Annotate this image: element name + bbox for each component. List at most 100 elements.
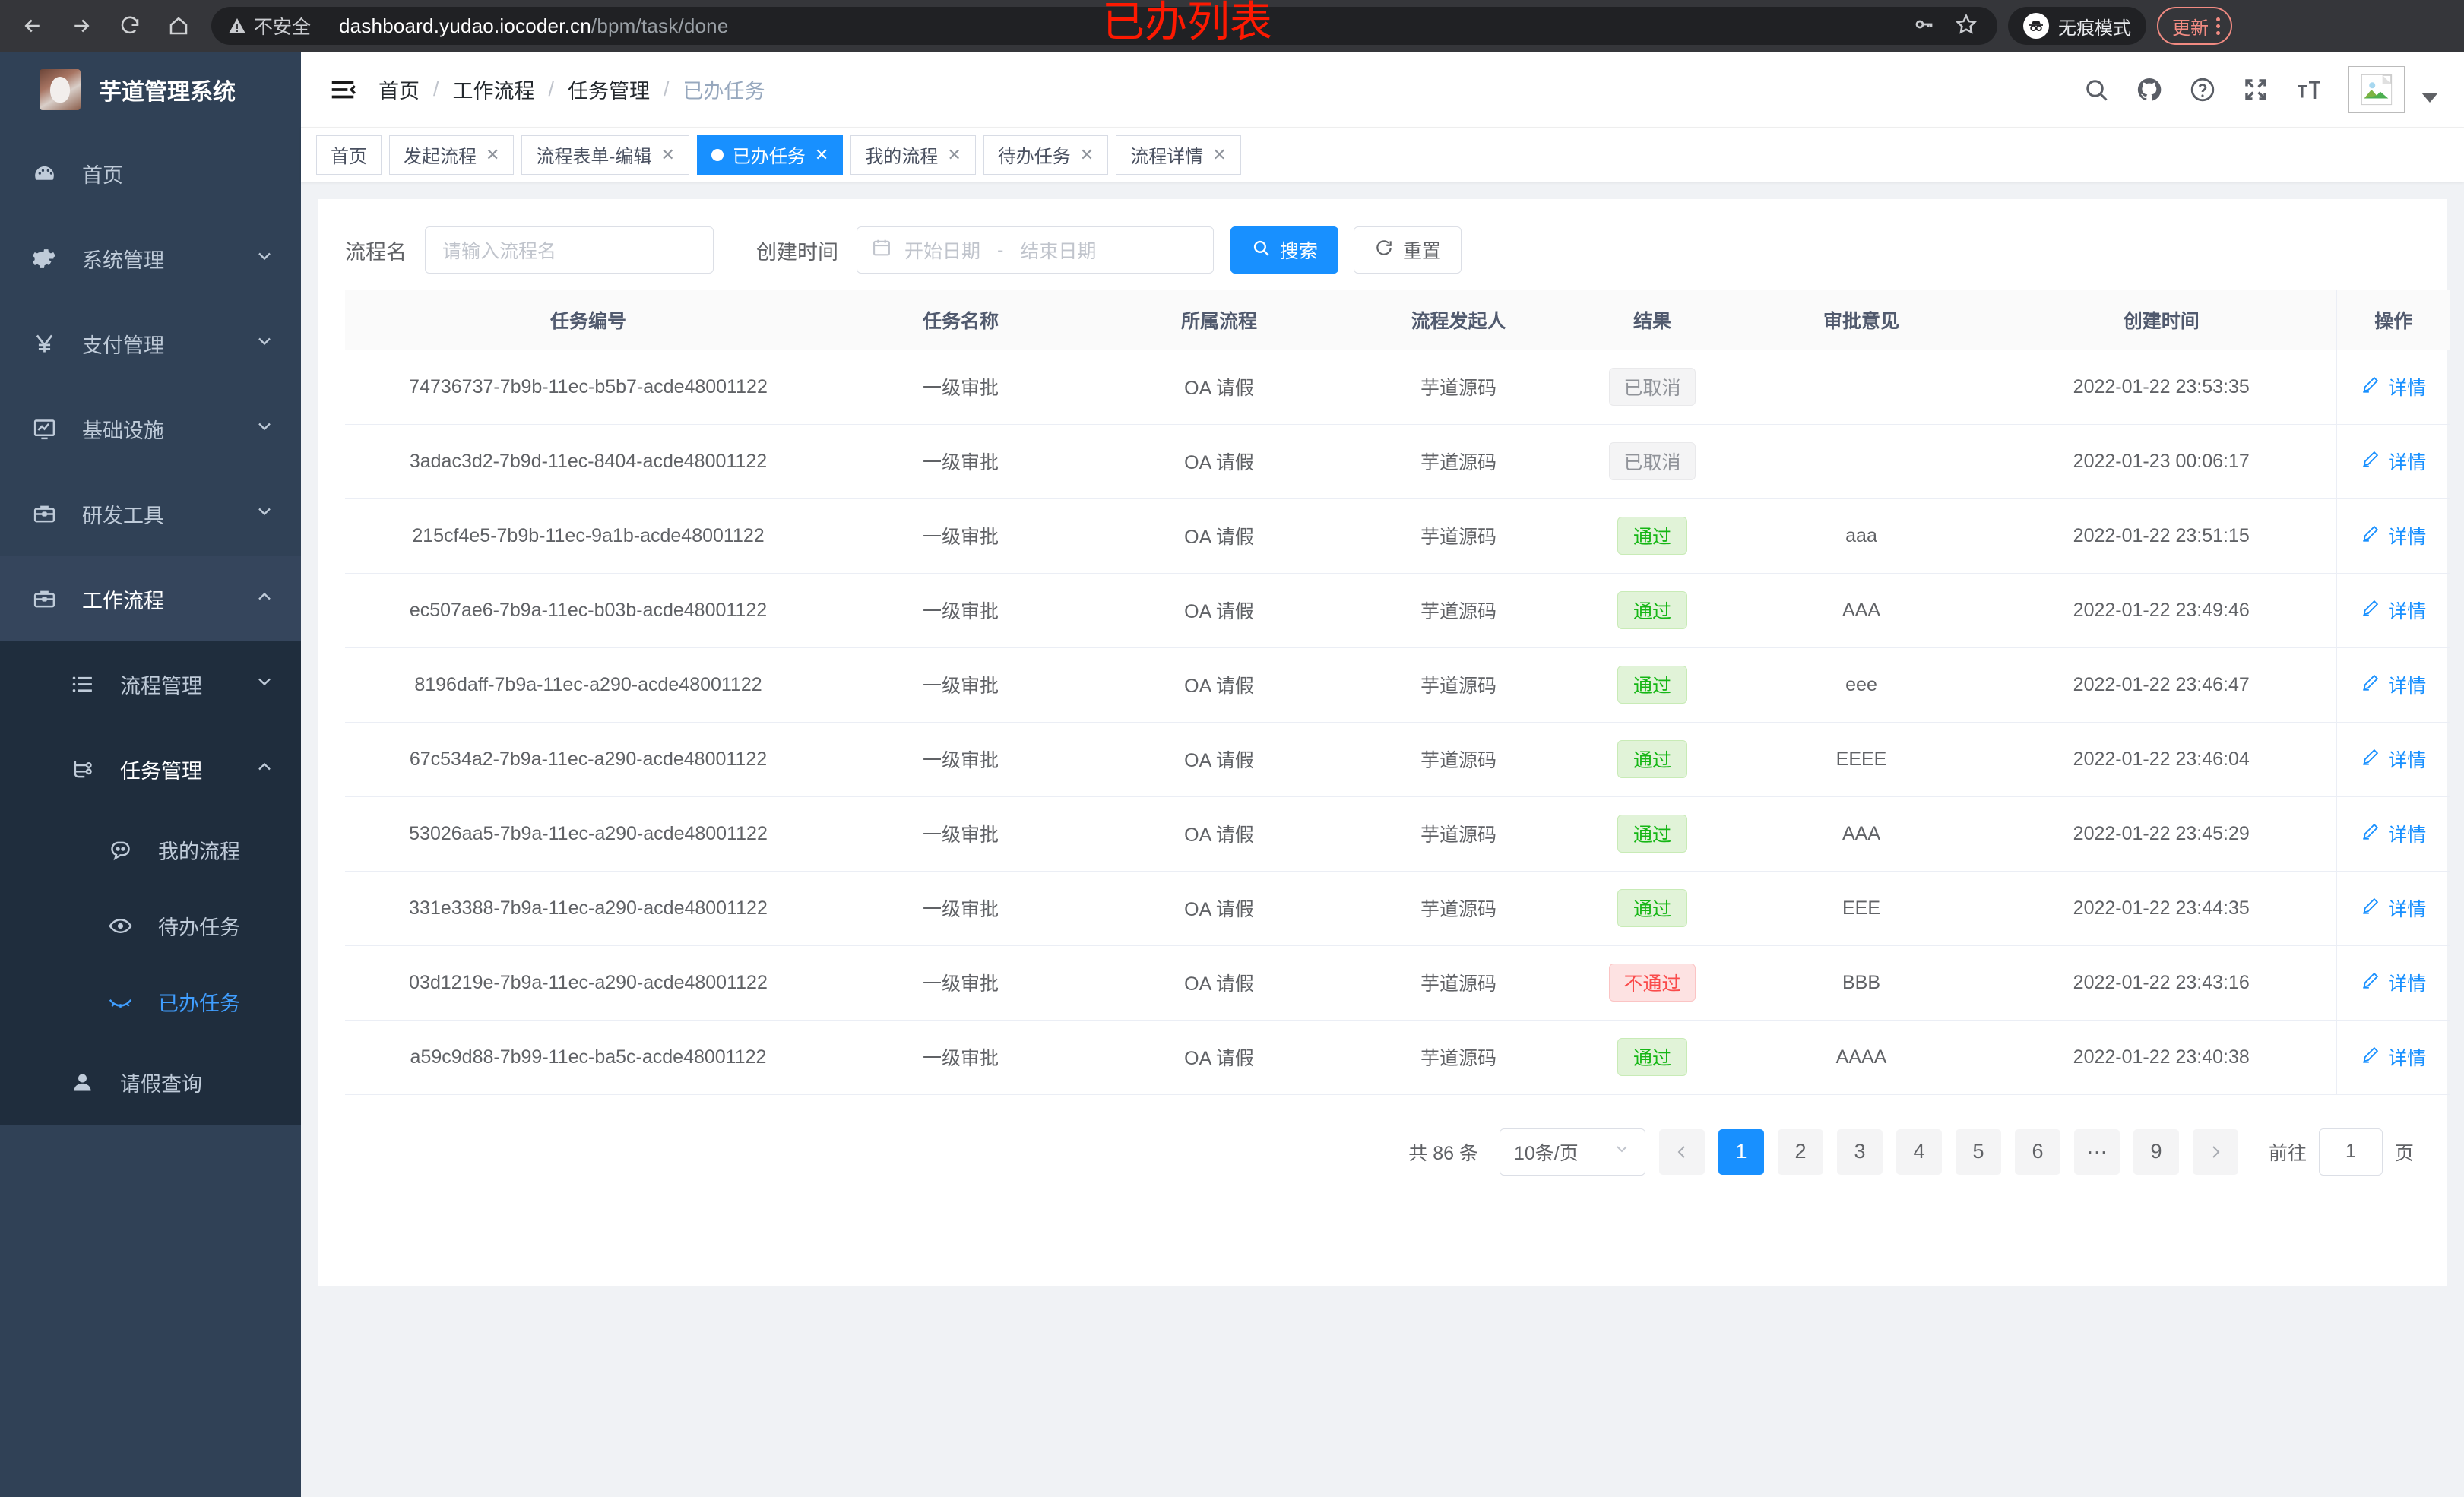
cell-opinion: aaa — [1736, 498, 1987, 574]
tab-done-task[interactable]: 已办任务 ✕ — [696, 135, 844, 175]
page-button-2[interactable]: 2 — [1777, 1128, 1823, 1175]
detail-button[interactable]: 详情 — [2361, 894, 2426, 922]
reset-button[interactable]: 重置 — [1354, 226, 1462, 274]
filter-bar: 流程名 请输入流程名 创建时间 开始日期 - 结束日期 — [345, 226, 2420, 290]
cell-opinion: EEE — [1736, 871, 1987, 946]
breadcrumb-item-home[interactable]: 首页 — [378, 80, 420, 103]
sidebar-item-system-management[interactable]: 系统管理 — [0, 216, 301, 301]
status-badge: 不通过 — [1609, 964, 1696, 1002]
prev-page-button[interactable] — [1658, 1128, 1705, 1175]
brand-title: 芋道管理系统 — [99, 80, 236, 105]
tab-close-icon[interactable]: ✕ — [1212, 144, 1227, 164]
chevron-down-icon[interactable] — [2421, 93, 2438, 103]
cell-process: OA 请假 — [1090, 350, 1348, 425]
cell-process: OA 请假 — [1090, 424, 1348, 499]
sidebar-item-dev-tools[interactable]: 研发工具 — [0, 471, 301, 556]
cell-task-id: 74736737-7b9b-11ec-b5b7-acde48001122 — [345, 350, 831, 425]
tab-home[interactable]: 首页 — [316, 135, 382, 175]
sidebar-item-home[interactable]: 首页 — [0, 131, 301, 216]
tab-my-process[interactable]: 我的流程 ✕ — [850, 135, 976, 175]
update-button[interactable]: 更新 — [2157, 7, 2232, 45]
tab-todo-task[interactable]: 待办任务 ✕ — [983, 135, 1109, 175]
sidebar-item-my-process[interactable]: 我的流程 — [0, 812, 301, 888]
page-size-select[interactable]: 10条/页 — [1499, 1128, 1645, 1176]
chevron-down-icon — [1613, 1140, 1631, 1163]
detail-button[interactable]: 详情 — [2361, 820, 2426, 847]
page-button-5[interactable]: 5 — [1955, 1128, 2001, 1175]
sidebar-item-done-task[interactable]: 已办任务 — [0, 964, 301, 1040]
tab-label: 发起流程 — [404, 147, 477, 167]
create-time-range-picker[interactable]: 开始日期 - 结束日期 — [857, 226, 1214, 274]
breadcrumb-item-task-management[interactable]: 任务管理 — [568, 80, 651, 103]
chrome-menu-icon[interactable] — [2216, 17, 2220, 35]
page-button-9[interactable]: 9 — [2133, 1128, 2179, 1175]
search-button[interactable]: 搜索 — [1230, 226, 1339, 274]
tab-close-icon[interactable]: ✕ — [486, 144, 500, 164]
page-button-3[interactable]: 3 — [1836, 1128, 1883, 1175]
cell-result: 通过 — [1569, 498, 1736, 574]
sidebar: 芋道管理系统 首页 系统管理 支付管理 — [0, 52, 301, 1497]
tab-label: 流程详情 — [1130, 147, 1204, 167]
sidebar-item-label: 流程管理 — [120, 674, 202, 698]
search-icon[interactable] — [2082, 76, 2110, 103]
detail-button[interactable]: 详情 — [2361, 373, 2426, 400]
search-icon — [1251, 238, 1271, 263]
sidebar-item-label: 待办任务 — [158, 916, 240, 939]
help-icon[interactable] — [2189, 76, 2216, 103]
table-body: 74736737-7b9b-11ec-b5b7-acde48001122 一级审批… — [345, 350, 2450, 1095]
sidebar-toggle-icon[interactable] — [327, 74, 359, 106]
fullscreen-icon[interactable] — [2242, 76, 2269, 103]
font-size-icon[interactable] — [2295, 76, 2323, 103]
next-page-button[interactable] — [2192, 1128, 2238, 1175]
tab-close-icon[interactable]: ✕ — [947, 144, 961, 164]
sidebar-item-workflow[interactable]: 工作流程 — [0, 556, 301, 641]
tab-close-icon[interactable]: ✕ — [814, 144, 829, 164]
pagination: 共 86 条 10条/页 1 2 3 4 5 6 ··· 9 — [345, 1095, 2420, 1209]
brand[interactable]: 芋道管理系统 — [0, 52, 301, 128]
sidebar-item-task-management[interactable]: 任务管理 — [0, 726, 301, 812]
page-button-4[interactable]: 4 — [1896, 1128, 1942, 1175]
table-row: 8196daff-7b9a-11ec-a290-acde48001122 一级审批… — [345, 647, 2450, 723]
tab-process-detail[interactable]: 流程详情 ✕ — [1116, 135, 1241, 175]
reload-icon[interactable] — [108, 4, 152, 48]
breadcrumb-item-workflow[interactable]: 工作流程 — [452, 80, 535, 103]
home-icon[interactable] — [157, 4, 201, 48]
password-key-icon[interactable] — [1912, 13, 1935, 40]
detail-button[interactable]: 详情 — [2361, 522, 2426, 549]
tab-process-form-edit[interactable]: 流程表单-编辑 ✕ — [521, 135, 689, 175]
tab-label: 我的流程 — [865, 147, 939, 167]
sidebar-item-payment-management[interactable]: 支付管理 — [0, 301, 301, 386]
sidebar-item-todo-task[interactable]: 待办任务 — [0, 888, 301, 964]
github-icon[interactable] — [2136, 76, 2163, 103]
cell-result: 通过 — [1569, 871, 1736, 946]
status-badge: 通过 — [1617, 740, 1687, 778]
jump-page-input[interactable]: 1 — [2318, 1128, 2383, 1176]
sidebar-item-leave-query[interactable]: 请假查询 — [0, 1040, 301, 1125]
update-label: 更新 — [2172, 17, 2209, 39]
back-icon[interactable] — [11, 4, 55, 48]
tab-close-icon[interactable]: ✕ — [1079, 144, 1094, 164]
bookmark-star-icon[interactable] — [1955, 13, 1978, 40]
detail-button[interactable]: 详情 — [2361, 1043, 2426, 1071]
sidebar-item-process-management[interactable]: 流程管理 — [0, 641, 301, 726]
avatar[interactable] — [2348, 65, 2405, 113]
page-ellipsis[interactable]: ··· — [2073, 1128, 2120, 1175]
sidebar-item-infrastructure[interactable]: 基础设施 — [0, 386, 301, 471]
page-button-6[interactable]: 6 — [2014, 1128, 2060, 1175]
cell-initiator: 芋道源码 — [1348, 1020, 1569, 1095]
forward-icon[interactable] — [59, 4, 103, 48]
process-name-input[interactable]: 请输入流程名 — [425, 226, 714, 274]
tab-start-process[interactable]: 发起流程 ✕ — [389, 135, 515, 175]
cell-result: 已取消 — [1569, 350, 1736, 425]
detail-button[interactable]: 详情 — [2361, 969, 2426, 996]
detail-button[interactable]: 详情 — [2361, 597, 2426, 624]
incognito-chip[interactable]: 无痕模式 — [2008, 7, 2146, 45]
address-bar[interactable]: 不安全 dashboard.yudao.iocoder.cn/bpm/task/… — [211, 7, 1997, 45]
page-button-1[interactable]: 1 — [1718, 1128, 1764, 1175]
detail-button[interactable]: 详情 — [2361, 745, 2426, 773]
detail-button[interactable]: 详情 — [2361, 448, 2426, 475]
detail-button[interactable]: 详情 — [2361, 671, 2426, 698]
tab-close-icon[interactable]: ✕ — [660, 144, 675, 164]
security-indicator[interactable]: 不安全 — [228, 12, 311, 40]
edit-icon — [2361, 524, 2380, 549]
